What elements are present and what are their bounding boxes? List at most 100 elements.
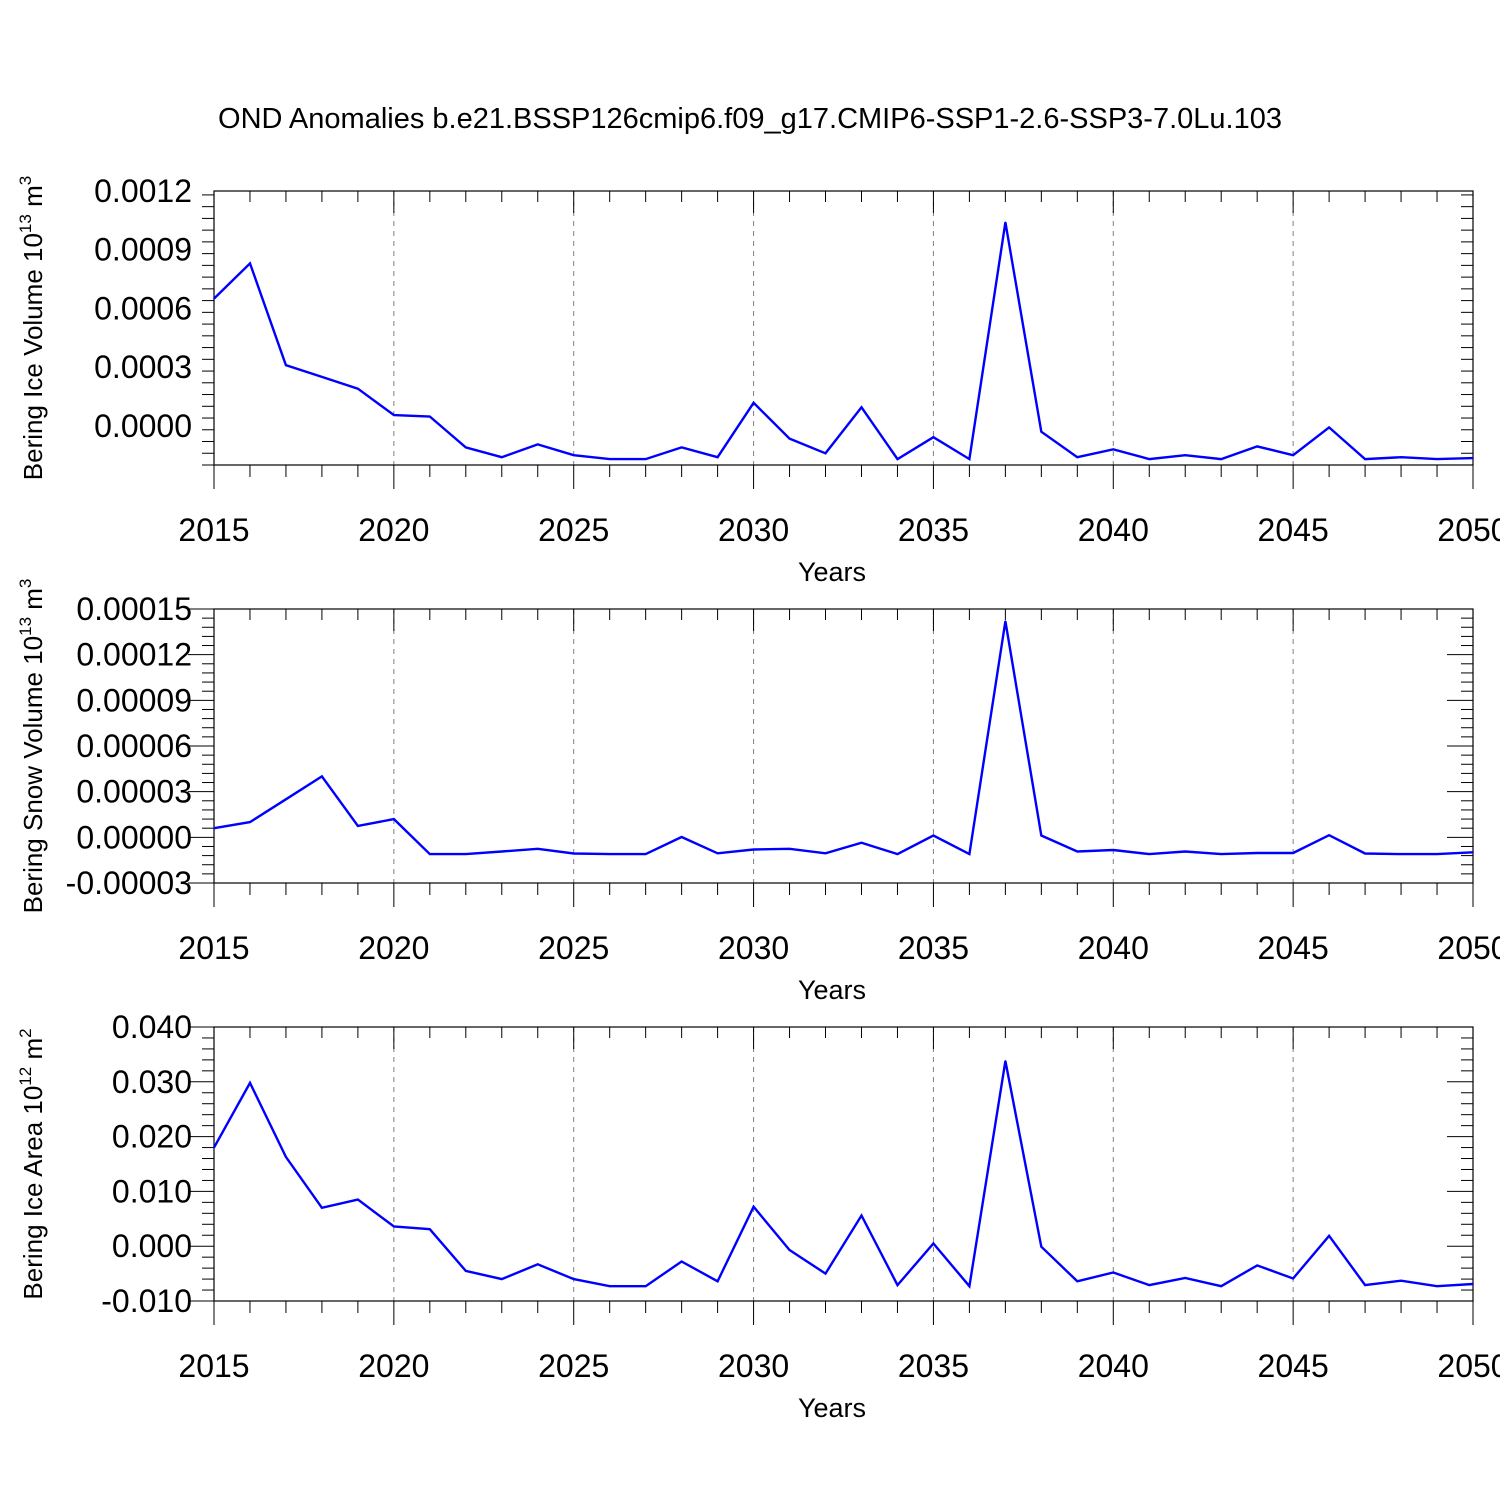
x-tick-label: 2040 [1078, 512, 1149, 548]
y-tick-label: 0.020 [112, 1119, 192, 1155]
data-point [752, 1205, 755, 1208]
plot-frame [213, 608, 1474, 884]
x-tick-label: 2020 [358, 1348, 429, 1384]
x-tick-label: 2040 [1078, 930, 1149, 966]
data-point [429, 853, 431, 855]
x-tick-label: 2025 [538, 1348, 609, 1384]
y-tick-label: 0.000 [112, 1228, 192, 1264]
y-tick-label: 0.040 [112, 1009, 192, 1045]
data-point [1328, 426, 1330, 429]
data-point [896, 1284, 899, 1286]
data-point [213, 827, 215, 829]
data-point [213, 297, 215, 300]
plot-frame [213, 1026, 1474, 1302]
panel-3: 2015 2020 2025 2030 2035 2040 2045 2050 Years -0.… [16, 1009, 1500, 1423]
data-point [1472, 1283, 1474, 1285]
x-axis-label: Years [798, 1393, 866, 1423]
y-axis-label: Bering Snow Volume 1013 m3 [16, 579, 48, 914]
data-point [1292, 1277, 1294, 1280]
data-point [1220, 458, 1222, 460]
x-tick-label: 2050 [1437, 512, 1500, 548]
data-point [1436, 458, 1438, 460]
data-point [644, 458, 647, 460]
panel-2: 2015 2020 2025 2030 2035 2040 2045 2050 Years -0.… [16, 579, 1500, 1005]
data-point [357, 825, 359, 827]
data-point [608, 458, 611, 460]
chart-title: OND Anomalies b.e21.BSSP126cmip6.f09_g17… [218, 103, 1282, 135]
x-tick-label: 2030 [718, 512, 789, 548]
y-axis-label: Bering Ice Area 1012 m2 [16, 1028, 48, 1299]
x-tick-label: 2015 [178, 930, 249, 966]
data-point [1148, 853, 1151, 855]
data-point [1040, 1245, 1043, 1248]
data-point [824, 1272, 827, 1275]
data-point [752, 401, 755, 404]
data-point [1256, 852, 1258, 854]
data-point [1472, 457, 1474, 459]
y-tick-label: 0.00009 [76, 682, 192, 718]
y-axis-label: Bering Ice Volume 1013 m3 [16, 176, 48, 480]
panel-1: 2015 2020 2025 2030 2035 2040 2045 2050 Years 0.0… [16, 173, 1500, 587]
data-point [500, 456, 503, 458]
data-point [1112, 1271, 1115, 1274]
data-point [968, 853, 971, 855]
data-point [1220, 853, 1222, 855]
data-point [932, 1242, 935, 1245]
data-point [1400, 456, 1402, 458]
data-point [465, 446, 467, 449]
data-point [608, 853, 611, 855]
data-point [716, 1280, 719, 1283]
data-point [1184, 1277, 1187, 1279]
data-point [536, 847, 539, 850]
data-point [680, 836, 683, 838]
plot-frame [213, 190, 1474, 466]
x-axis-label: Years [798, 975, 866, 1005]
x-tick-label: 2035 [898, 1348, 969, 1384]
data-point [608, 1285, 611, 1288]
y-tick-label: -0.00003 [66, 865, 192, 901]
y-tick-label: 0.030 [112, 1064, 192, 1100]
y-tick-label: -0.010 [101, 1283, 192, 1319]
data-point [249, 1082, 251, 1084]
x-tick-label: 2030 [718, 1348, 789, 1384]
data-point [572, 852, 575, 855]
data-point [500, 1278, 503, 1280]
x-tick-label: 2030 [718, 930, 789, 966]
data-point [1148, 1284, 1151, 1286]
data-point [1256, 445, 1258, 448]
data-point [572, 454, 575, 457]
data-point [285, 364, 287, 366]
panels: 2015 2020 2025 2030 2035 2040 2045 2050 Years 0.0… [16, 173, 1500, 1423]
y-tick-label: 0.00006 [76, 728, 192, 764]
data-point [896, 853, 899, 855]
data-point [393, 414, 395, 416]
data-point [213, 1146, 215, 1149]
y-tick-label: 0.00000 [76, 819, 192, 855]
data-point [1004, 1060, 1007, 1062]
data-point [752, 848, 755, 851]
data-point [896, 458, 899, 460]
data-point [1400, 1279, 1402, 1282]
data-point [716, 852, 719, 855]
data-point [1076, 1280, 1079, 1283]
data-point [1328, 1234, 1330, 1237]
data-point [465, 853, 467, 855]
y-tick-label: 0.00015 [76, 591, 192, 627]
data-point [465, 1270, 467, 1272]
x-tick-label: 2020 [358, 930, 429, 966]
x-tick-label: 2050 [1437, 930, 1500, 966]
data-point [932, 834, 935, 837]
data-point [680, 446, 683, 449]
data-point [860, 406, 863, 409]
data-point [393, 818, 395, 820]
data-point [321, 1207, 323, 1209]
data-point [357, 1198, 359, 1201]
data-point [1112, 849, 1115, 851]
y-tick-label: 0.00012 [76, 637, 192, 673]
data-point [644, 1285, 647, 1288]
data-point [1292, 852, 1294, 854]
series-line [213, 621, 1474, 856]
x-tick-label: 2025 [538, 930, 609, 966]
data-point [824, 852, 827, 855]
